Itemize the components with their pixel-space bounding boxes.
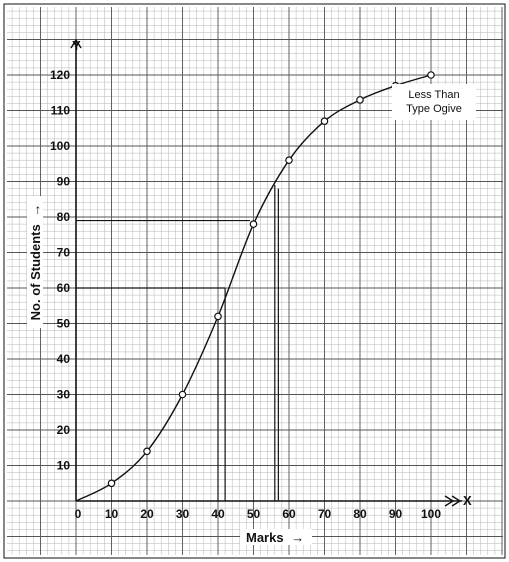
y-tick-label: 60 (57, 281, 71, 295)
x-tick-label: 30 (176, 507, 190, 521)
legend-line-1: Less Than (408, 89, 459, 101)
y-tick-labels: 10 20 30 40 50 60 70 80 90 100 110 120 (50, 68, 70, 473)
x-tick-label: 60 (282, 507, 296, 521)
svg-text:Marks →: Marks → (246, 530, 304, 545)
x-tick-label: 10 (105, 507, 119, 521)
ogive-curve (75, 74, 432, 502)
x-tick-label: 20 (140, 507, 154, 521)
x-tick-label: 100 (421, 507, 441, 521)
y-axis-arrow: → (28, 204, 43, 217)
x-axis-title-group: Marks → (240, 529, 312, 545)
y-tick-label: 50 (57, 317, 71, 331)
y-tick-label: 90 (57, 175, 71, 189)
data-point (143, 447, 151, 456)
data-point (178, 390, 187, 399)
reference-lines (76, 185, 279, 501)
y-tick-label: 70 (57, 246, 71, 260)
x-axis-end-mark: X (463, 493, 472, 508)
data-point (427, 71, 435, 79)
minor-grid (7, 7, 503, 555)
y-tick-label: 20 (57, 423, 71, 437)
y-axis-end-mark: Y (72, 38, 81, 53)
x-tick-label: 40 (211, 507, 225, 521)
y-axis-title: No. of Students (28, 224, 43, 320)
y-tick-label: 120 (50, 68, 70, 82)
y-axis-title-bg (27, 196, 43, 328)
data-point (285, 156, 293, 165)
x-tick-label: 50 (247, 507, 261, 521)
x-tick-label: 70 (318, 507, 332, 521)
data-point (107, 479, 116, 488)
x-axis-arrowhead (444, 495, 462, 507)
x-axis-title-bg (240, 529, 312, 545)
x-tick-label: 80 (353, 507, 367, 521)
data-point (249, 220, 258, 228)
x-axis-arrow: → (291, 530, 304, 545)
y-tick-label: 10 (57, 459, 71, 473)
data-point (214, 312, 222, 321)
x-tick-label: 90 (389, 507, 403, 521)
y-tick-label: 80 (57, 210, 71, 224)
axes (70, 38, 462, 507)
legend-line-2: Type Ogive (406, 103, 462, 115)
y-tick-label: 100 (50, 139, 70, 153)
y-tick-label: 110 (51, 104, 71, 118)
y-axis-arrowhead (70, 38, 82, 49)
svg-text:No. of Students →: No. of Students → (28, 204, 43, 321)
legend-box (392, 84, 476, 120)
y-axis-title-group: No. of Students → (27, 196, 43, 328)
x-tick-labels: 0 10 20 30 40 50 60 70 80 90 100 (75, 507, 442, 521)
y-tick-label: 30 (57, 388, 71, 402)
legend: Less Than Type Ogive (392, 84, 476, 120)
x-axis-title: Marks (246, 530, 284, 545)
data-point (356, 96, 364, 104)
x-tick-label: 0 (75, 507, 82, 521)
data-point (320, 117, 329, 126)
y-tick-label: 40 (57, 352, 71, 366)
